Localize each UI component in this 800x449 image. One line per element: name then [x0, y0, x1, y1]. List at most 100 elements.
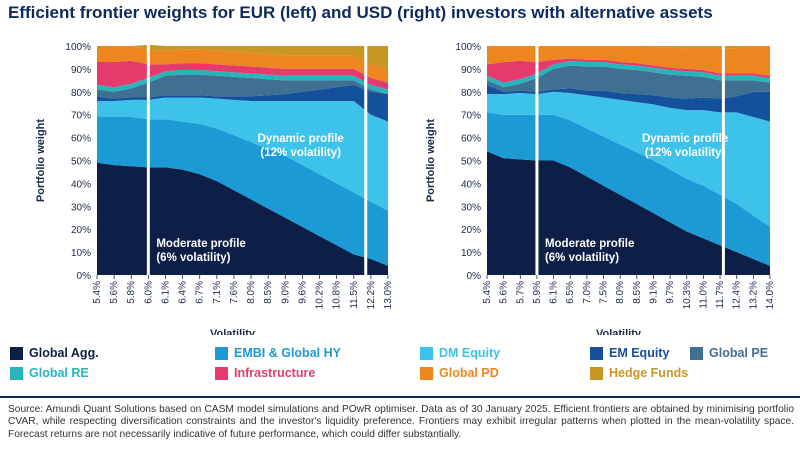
- area-global-pd: [487, 46, 770, 76]
- legend-item-global-agg: Global Agg.: [10, 346, 99, 360]
- legend-item-global-pd: Global PD: [420, 366, 499, 380]
- y-tick-label: 20%: [71, 225, 91, 236]
- chart-0: 0% 10% 20% 30% 40% 50% 60% 70% 80% 90% 100% 5.4% 5.6…: [35, 42, 394, 335]
- y-tick-label: 60%: [71, 134, 91, 145]
- x-tick-label: 6.0%: [143, 281, 154, 304]
- x-tick-label: 6.1%: [549, 281, 560, 304]
- x-tick-label: 7.6%: [229, 281, 240, 304]
- legend-item-global-re: Global RE: [10, 366, 89, 380]
- x-tick-label: 9.0%: [280, 281, 291, 304]
- area-global-re: [97, 70, 388, 95]
- area-embi-global-hy: [487, 112, 770, 266]
- annotation-subtext: (12% volatility): [645, 147, 726, 159]
- y-tick-label: 40%: [461, 179, 481, 190]
- y-tick-label: 60%: [461, 134, 481, 145]
- x-tick-label: 8.0%: [246, 281, 257, 304]
- page-title: Efficient frontier weights for EUR (left…: [8, 3, 713, 22]
- legend-swatch: [420, 366, 433, 380]
- y-tick-label: 30%: [461, 202, 481, 213]
- legend-label: Global PD: [439, 366, 499, 380]
- y-tick-label: 90%: [71, 65, 91, 76]
- area-dm-equity: [487, 91, 770, 227]
- legend-item-global-pe: Global PE: [690, 346, 768, 360]
- legend-swatch: [590, 366, 603, 380]
- x-tick-label: 10.8%: [332, 281, 343, 309]
- x-tick-label: 6.7%: [195, 281, 206, 304]
- legend-label: Hedge Funds: [609, 366, 689, 380]
- x-tick-label: 5.9%: [532, 281, 543, 304]
- y-tick-label: 0%: [77, 271, 92, 282]
- y-tick-label: 10%: [71, 248, 91, 259]
- legend-label: Global PE: [709, 346, 769, 360]
- y-tick-label: 0%: [467, 271, 482, 282]
- annotation-title: Moderate profile: [545, 238, 634, 250]
- y-tick-label: 80%: [461, 88, 481, 99]
- x-tick-label: 10.2%: [315, 281, 326, 309]
- x-tick-label: 6.5%: [565, 281, 576, 304]
- x-tick-label: 11.5%: [349, 281, 360, 309]
- x-tick-label: 10.3%: [682, 281, 693, 309]
- x-tick-label: 8.5%: [263, 281, 274, 304]
- y-tick-label: 50%: [461, 157, 481, 168]
- x-tick-label: 9.6%: [297, 281, 308, 304]
- y-tick-label: 10%: [461, 248, 481, 259]
- x-tick-label: 12.4%: [732, 281, 743, 309]
- legend-swatch: [590, 346, 603, 360]
- y-tick-label: 30%: [71, 202, 91, 213]
- area-hedge-funds: [97, 44, 388, 69]
- legend-item-infrastructure: Infrastructure: [215, 366, 315, 380]
- legend-swatch: [420, 346, 433, 360]
- legend-item-em-equity: EM Equity: [590, 346, 669, 360]
- x-tick-label: 5.7%: [515, 281, 526, 304]
- legend-label: EM Equity: [609, 346, 670, 360]
- annotation-subtext: (6% volatility): [156, 252, 230, 264]
- area-global-agg-: [97, 162, 388, 275]
- legend-swatch: [215, 346, 228, 360]
- chart-1: 0% 10% 20% 30% 40% 50% 60% 70% 80% 90% 100% 5.4% 5.6…: [425, 42, 776, 335]
- legend-swatch: [10, 346, 23, 360]
- legend-swatch: [690, 346, 703, 360]
- source-note: Source: Amundi Quant Solutions based on …: [8, 404, 794, 440]
- charts-canvas: 0% 10% 20% 30% 40% 50% 60% 70% 80% 90% 100% 5.4% 5.6…: [35, 42, 776, 335]
- area-global-pe: [97, 74, 388, 99]
- x-tick-label: 7.0%: [582, 281, 593, 304]
- area-global-agg-: [487, 151, 770, 275]
- x-tick-label: 11.7%: [715, 281, 726, 309]
- x-tick-label: 8.5%: [632, 281, 643, 304]
- y-tick-label: 50%: [71, 157, 91, 168]
- annotation-subtext: (6% volatility): [545, 252, 619, 264]
- y-tick-label: 100%: [455, 42, 481, 53]
- area-hedge-funds: [487, 46, 770, 49]
- annotation-subtext: (12% volatility): [260, 147, 341, 159]
- y-tick-label: 100%: [65, 42, 91, 53]
- legend-label: EMBI & Global HY: [234, 346, 341, 360]
- x-tick-label: 9.1%: [648, 281, 659, 304]
- x-axis-title: Volatility: [210, 328, 256, 335]
- x-tick-label: 5.6%: [109, 281, 120, 304]
- y-axis-title: Portfolio weight: [35, 119, 47, 202]
- area-embi-global-hy: [97, 116, 388, 266]
- x-axis-title: Volatility: [596, 328, 642, 335]
- x-tick-label: 14.0%: [765, 281, 776, 309]
- divider: [0, 396, 800, 398]
- y-tick-label: 20%: [461, 225, 481, 236]
- annotation-title: Dynamic profile: [642, 133, 728, 145]
- area-dm-equity: [97, 97, 388, 211]
- x-tick-label: 11.0%: [698, 281, 709, 309]
- legend-swatch: [10, 366, 23, 380]
- x-tick-label: 9.7%: [665, 281, 676, 304]
- y-tick-label: 90%: [461, 65, 481, 76]
- area-infrastructure: [97, 60, 388, 90]
- y-tick-label: 70%: [71, 111, 91, 122]
- legend-label: Global RE: [29, 366, 89, 380]
- legend-item-dm-equity: DM Equity: [420, 346, 500, 360]
- y-tick-label: 70%: [461, 111, 481, 122]
- area-em-equity: [97, 84, 388, 122]
- annotation-title: Moderate profile: [156, 238, 245, 250]
- legend-label: Global Agg.: [29, 346, 99, 360]
- x-tick-label: 13.0%: [383, 281, 394, 309]
- area-em-equity: [487, 84, 770, 122]
- x-tick-label: 5.4%: [482, 281, 493, 304]
- y-tick-label: 40%: [71, 179, 91, 190]
- x-tick-label: 13.2%: [748, 281, 759, 309]
